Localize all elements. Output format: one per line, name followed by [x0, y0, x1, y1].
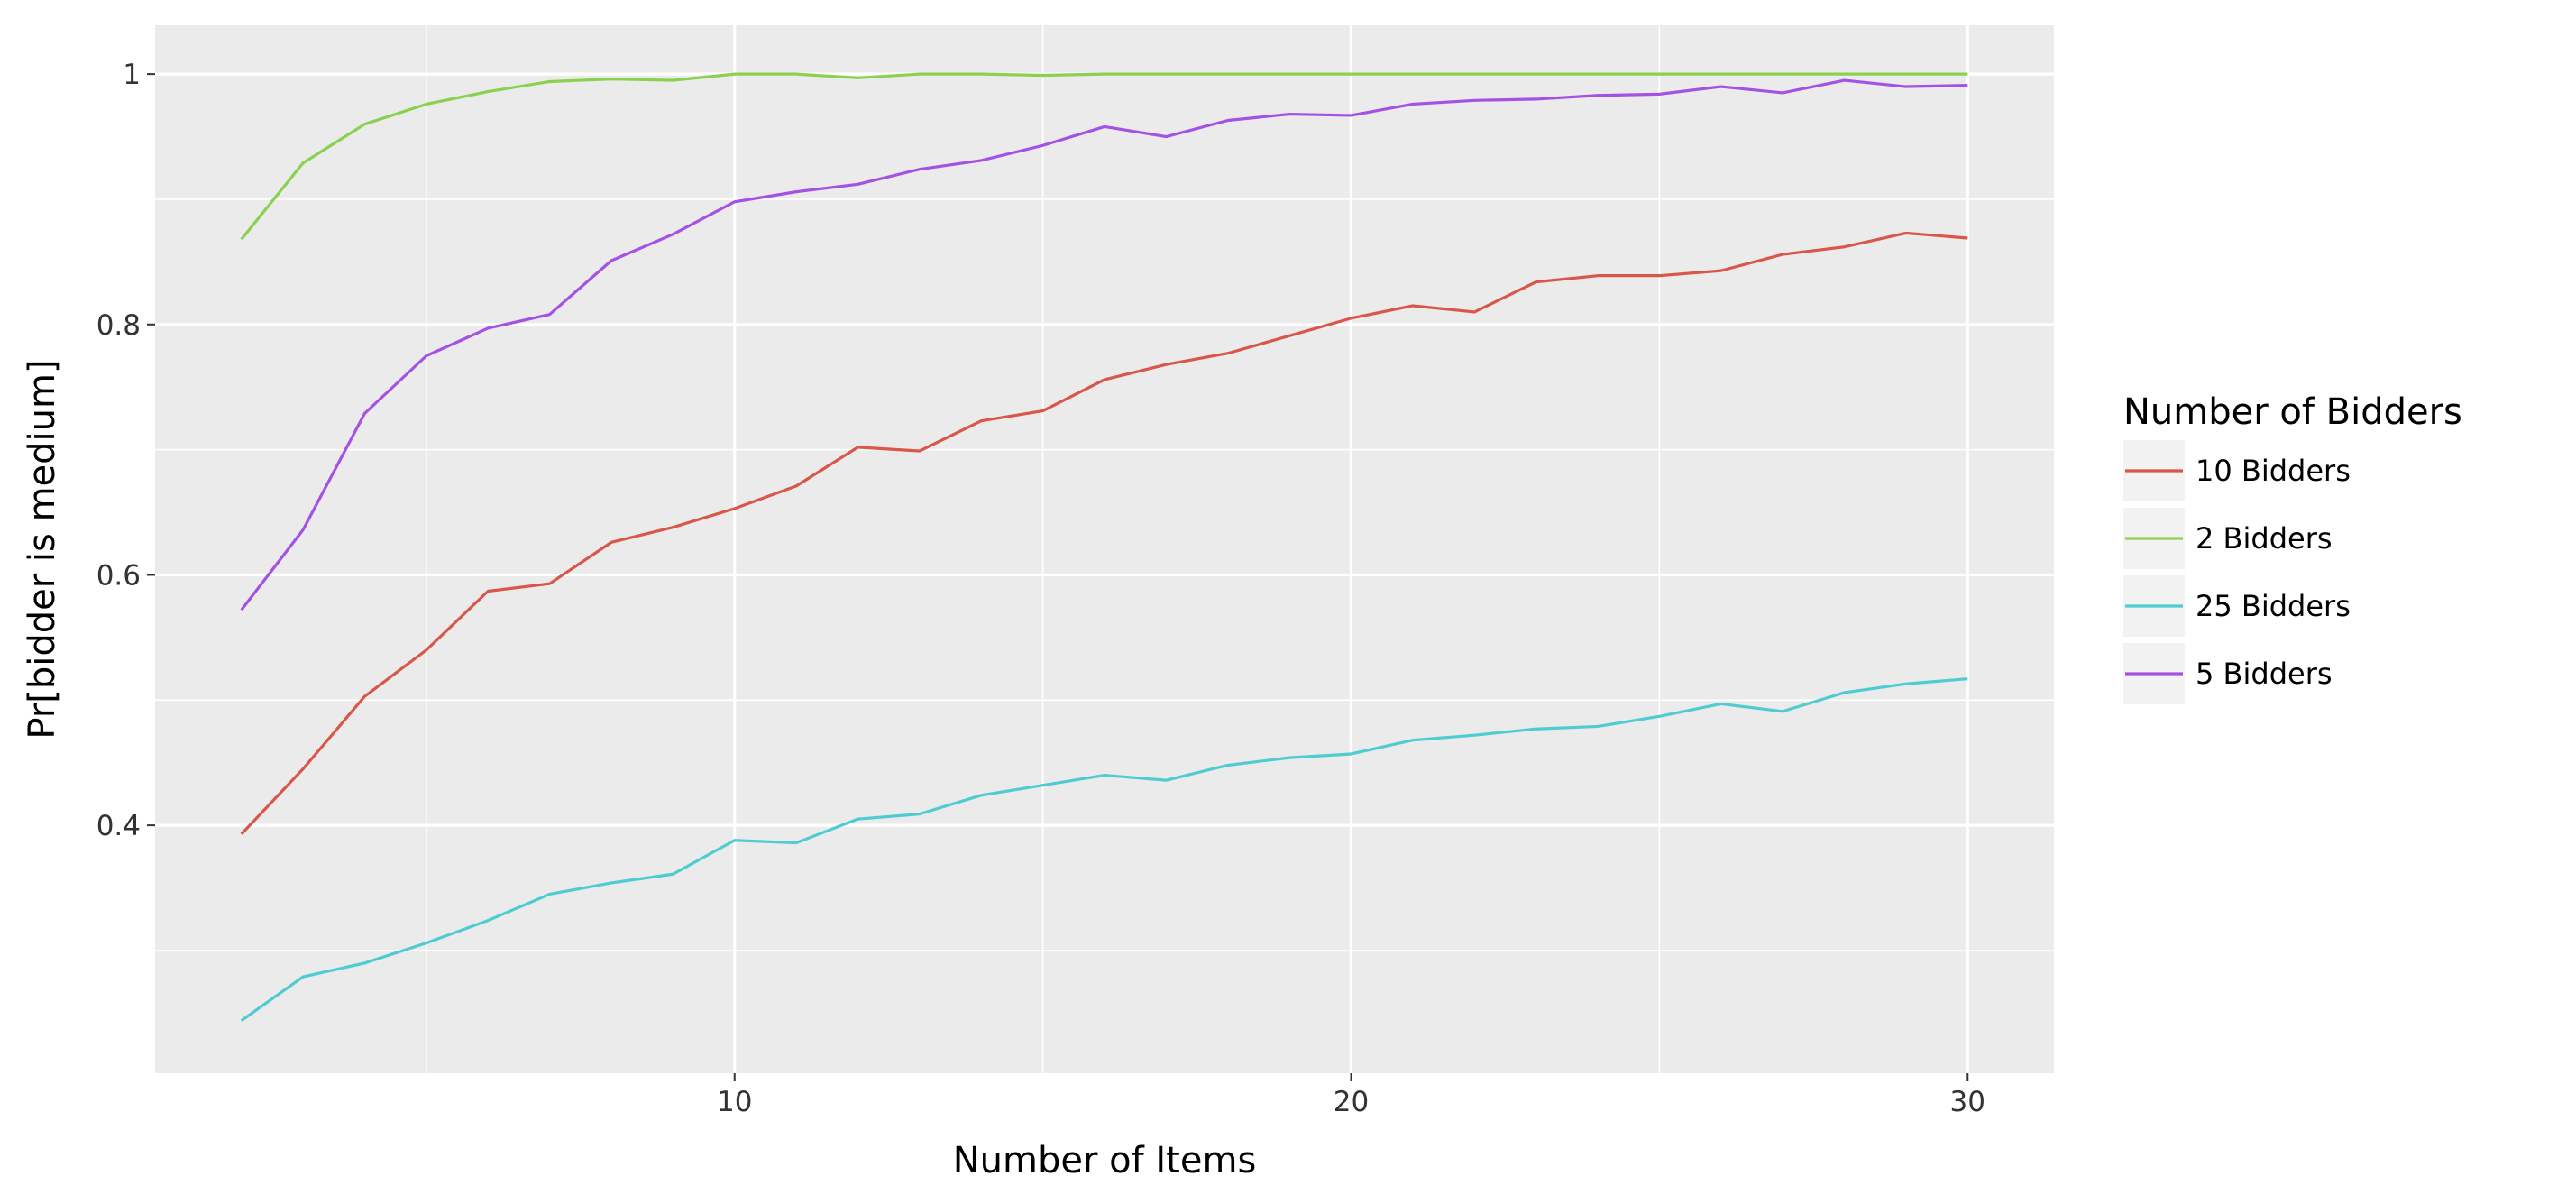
legend-item: 25 Bidders	[2123, 575, 2351, 637]
plot-area	[155, 25, 2054, 1073]
legend-label: 10 Bidders	[2196, 454, 2351, 488]
series-line	[240, 78, 1968, 611]
legend-label: 25 Bidders	[2196, 589, 2351, 623]
series-line	[240, 677, 1968, 1022]
y-axis-ticks: 0.4 0.6 0.8 1	[96, 59, 155, 842]
y-tick-label: 0.4	[96, 810, 141, 842]
y-tick-label: 0.6	[96, 559, 141, 592]
legend: Number of Bidders 10 Bidders 2 Bidders 25 …	[2123, 391, 2462, 704]
legend-item: 5 Bidders	[2123, 643, 2333, 704]
series-line	[240, 231, 1968, 835]
x-axis-ticks: 10 20 30	[717, 1073, 1985, 1118]
legend-title: Number of Bidders	[2123, 391, 2462, 433]
legend-item: 2 Bidders	[2123, 508, 2333, 569]
legend-label: 5 Bidders	[2196, 657, 2333, 691]
plot-panel	[155, 25, 2054, 1073]
legend-label: 2 Bidders	[2196, 521, 2333, 556]
y-tick-label: 0.8	[96, 309, 141, 342]
y-axis-title: Pr[bidder is medium]	[22, 359, 63, 739]
legend-items: 10 Bidders 2 Bidders 25 Bidders 5 Bidders	[2123, 440, 2351, 704]
x-axis-title: Number of Items	[953, 1140, 1257, 1181]
x-tick-label: 30	[1950, 1086, 1985, 1118]
x-tick-label: 10	[717, 1086, 752, 1118]
series-lines	[240, 72, 1968, 1022]
series-line	[240, 72, 1968, 241]
legend-item: 10 Bidders	[2123, 440, 2351, 501]
minor-grid	[155, 25, 2054, 1073]
y-tick-label: 1	[123, 59, 141, 91]
x-tick-label: 20	[1334, 1086, 1369, 1118]
